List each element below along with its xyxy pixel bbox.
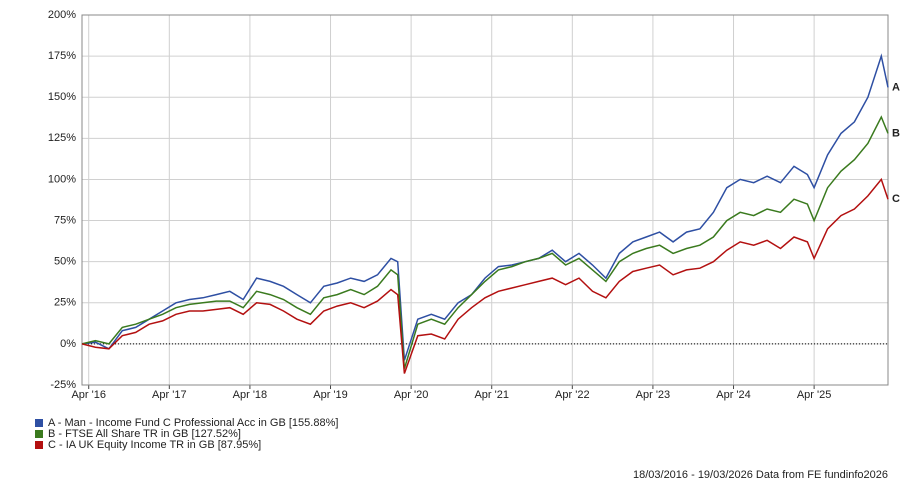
legend-swatch (35, 430, 43, 438)
x-tick-label: Apr '22 (555, 389, 590, 401)
y-tick-label: 50% (54, 256, 76, 268)
series-line (81, 115, 889, 369)
x-tick-label: Apr '17 (152, 389, 187, 401)
series-end-label: C (892, 193, 900, 205)
series-line (81, 53, 889, 361)
x-tick-label: Apr '19 (313, 389, 348, 401)
x-tick-label: Apr '24 (716, 389, 751, 401)
x-tick-label: Apr '20 (394, 389, 429, 401)
y-tick-label: 0% (60, 338, 76, 350)
legend-label: C - IA UK Equity Income TR in GB [87.95%… (48, 439, 261, 451)
y-tick-label: 75% (54, 214, 76, 226)
plot-frame (81, 14, 889, 386)
x-tick-label: Apr '21 (474, 389, 509, 401)
x-tick-label: Apr '18 (233, 389, 268, 401)
series-end-label: B (892, 127, 900, 139)
x-tick-label: Apr '25 (797, 389, 832, 401)
series-end-label: A (892, 81, 900, 93)
y-tick-label: 25% (54, 297, 76, 309)
y-tick-label: -25% (50, 379, 76, 391)
legend-swatch (35, 441, 43, 449)
legend-label: A - Man - Income Fund C Professional Acc… (48, 417, 338, 429)
legend-label: B - FTSE All Share TR in GB [127.52%] (48, 428, 241, 440)
x-tick-label: Apr '23 (636, 389, 671, 401)
footer: 18/03/2016 - 19/03/2026 Data from FE fun… (633, 469, 888, 481)
legend-swatch (35, 419, 43, 427)
y-tick-label: 100% (48, 173, 76, 185)
y-tick-label: 125% (48, 132, 76, 144)
y-tick-label: 200% (48, 9, 76, 21)
y-tick-label: 175% (48, 50, 76, 62)
series-line (81, 177, 889, 374)
y-tick-label: 150% (48, 91, 76, 103)
x-tick-label: Apr '16 (71, 389, 106, 401)
